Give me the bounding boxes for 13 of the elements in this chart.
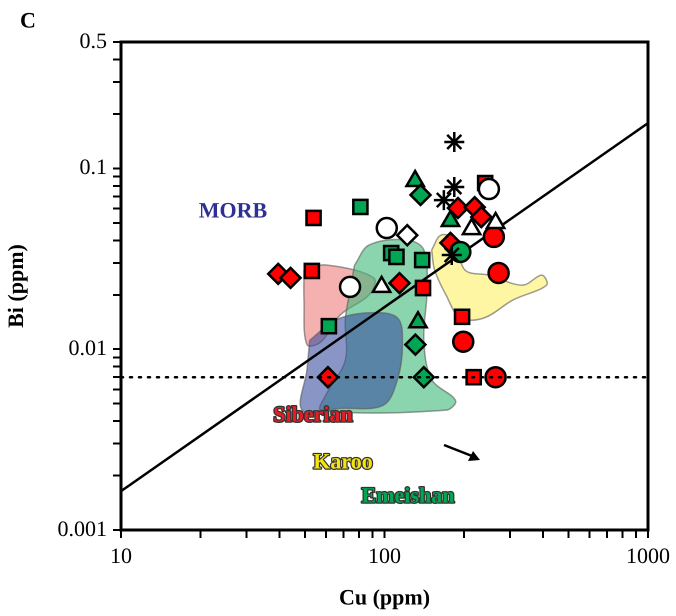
x-tick-label: 1000 bbox=[626, 542, 670, 568]
annotation: MORB bbox=[198, 198, 268, 223]
annotation: Emeishan bbox=[362, 482, 454, 508]
x-axis-title: Cu (ppm) bbox=[338, 584, 430, 610]
y-tick-label: 0.001 bbox=[58, 516, 107, 541]
y-tick-label: 0.5 bbox=[80, 28, 107, 53]
x-tick-label: 10 bbox=[110, 542, 132, 568]
x-tick-label: 100 bbox=[368, 542, 401, 568]
y-axis-title: Bi (ppm) bbox=[2, 244, 28, 328]
annotation: Karoo bbox=[313, 448, 373, 474]
y-tick-label: 0.1 bbox=[80, 154, 107, 180]
y-tick-label: 0.01 bbox=[68, 334, 107, 360]
text: C bbox=[20, 8, 36, 33]
